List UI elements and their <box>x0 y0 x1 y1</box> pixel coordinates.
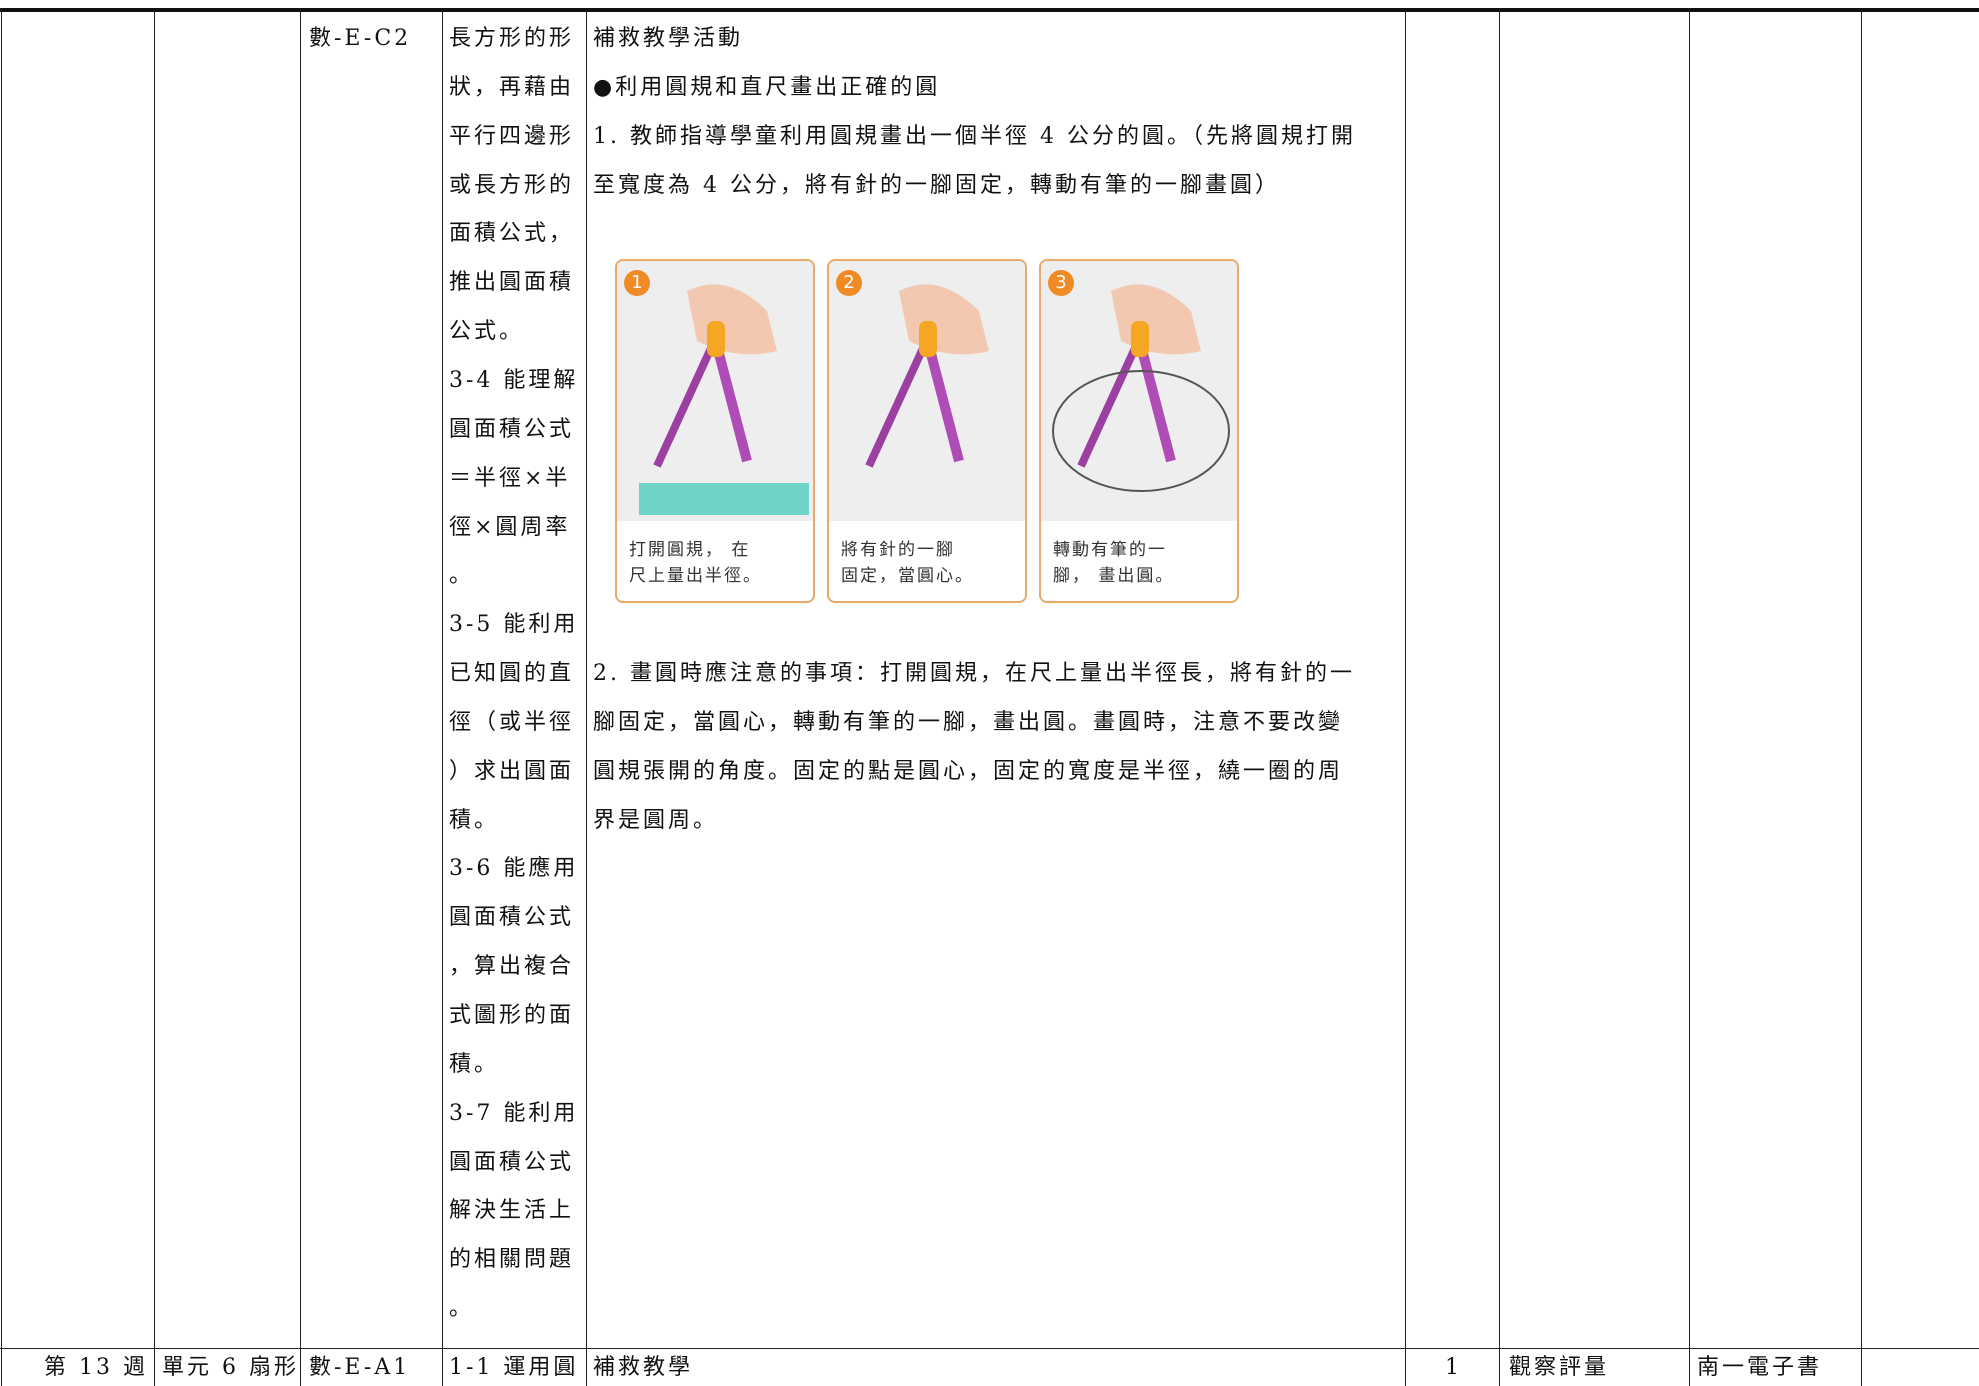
objective-line: 圓面積公式 <box>449 1149 575 1175</box>
col-line <box>1861 10 1862 1386</box>
col-line <box>1 10 2 1386</box>
panel-number: 1 <box>631 272 643 293</box>
objective-line: 積。 <box>449 807 500 833</box>
objective-line: 式圖形的面 <box>449 1003 575 1028</box>
objective-line: ，算出複合 <box>449 954 575 980</box>
objective-line: ＝半徑×半 <box>449 465 571 491</box>
activity-line: 補救教學活動 <box>593 26 744 51</box>
objective-line: 長方形的形 <box>449 26 575 51</box>
col-line <box>1689 10 1690 1386</box>
objective-line: 徑×圓周率 <box>449 514 571 540</box>
activity-line: 至寬度為 4 公分，將有針的一腳固定，轉動有筆的一腳畫圓） <box>593 172 1280 198</box>
col-line <box>154 10 155 1386</box>
illustration <box>617 261 813 521</box>
panel-caption: 尺上量出半徑。 <box>629 566 762 586</box>
activity: 補救教學 <box>593 1355 694 1380</box>
objective-line: 。 <box>449 563 475 589</box>
figure: 1 打開圓規， 在尺上量出半徑。 2 將有針的一腳 固定，當圓心。 3 轉動有筆的一 腳， 畫… <box>615 259 1245 603</box>
objective-line: 3-5 能利用 <box>449 612 579 638</box>
objective-line: 公式。 <box>449 319 525 345</box>
objective-line: 圓面積公式 <box>449 416 575 442</box>
activity-line: 圓規張開的角度。固定的點是圓心，固定的寬度是半徑，繞一圈的周 <box>593 758 1344 784</box>
col-line <box>300 10 301 1386</box>
panel-caption: 轉動有筆的一 <box>1053 540 1167 560</box>
objective-line: 徑（或半徑 <box>449 709 575 735</box>
panel-caption: 固定，當圓心。 <box>841 566 974 586</box>
objective-line: 。 <box>449 1296 475 1322</box>
illustration <box>1041 261 1237 521</box>
objective-line: 已知圓的直 <box>449 661 575 687</box>
objective-line: 積。 <box>449 1051 500 1077</box>
figure-panel: 1 打開圓規， 在尺上量出半徑。 <box>615 259 815 603</box>
competency-code: 數-E-A1 <box>309 1355 411 1380</box>
objective-line: ）求出圓面 <box>449 758 575 784</box>
activity-line: 2. 畫圓時應注意的事項：打開圓規，在尺上量出半徑長，將有針的一 <box>593 661 1355 687</box>
objective-line: 面積公式， <box>449 221 575 247</box>
panel-number: 3 <box>1055 272 1067 293</box>
resource: 南一電子書 <box>1697 1355 1823 1380</box>
panel-caption: 打開圓規， 在 <box>629 540 751 560</box>
objective-line: 的相關問題 <box>449 1247 575 1273</box>
objective-line: 3-6 能應用 <box>449 856 579 882</box>
objective-line: 或長方形的 <box>449 172 575 198</box>
col-line <box>442 10 443 1386</box>
activity-line: 界是圓周。 <box>593 807 719 833</box>
panel-caption: 將有針的一腳 <box>841 540 955 560</box>
figure-panel: 3 轉動有筆的一 腳， 畫出圓。 <box>1039 259 1239 603</box>
activity-line: 腳固定，當圓心，轉動有筆的一腳，畫出圓。畫圓時，注意不要改變 <box>593 709 1344 735</box>
top-border <box>0 8 1979 12</box>
objective-line: 解決生活上 <box>449 1198 575 1224</box>
competency-code: 數-E-C2 <box>309 26 412 51</box>
week: 第 13 週 <box>44 1355 148 1380</box>
unit: 單元 6 扇形 <box>162 1355 299 1380</box>
objective-line: 圓面積公式 <box>449 905 575 931</box>
activity-line: ●利用圓規和直尺畫出正確的圓 <box>593 74 941 100</box>
activity-line: 1. 教師指導學童利用圓規畫出一個半徑 4 公分的圓。（先將圓規打開 <box>593 123 1356 149</box>
objective-line: 3-7 能利用 <box>449 1100 579 1126</box>
row-divider <box>0 1348 1979 1349</box>
objective-line: 推出圓面積 <box>449 270 575 296</box>
objective-line: 3-4 能理解 <box>449 367 579 393</box>
panel-caption: 腳， 畫出圓。 <box>1053 566 1175 586</box>
col-line <box>1405 10 1406 1386</box>
col-line <box>1499 10 1500 1386</box>
col-line <box>586 10 587 1386</box>
figure-panel: 2 將有針的一腳 固定，當圓心。 <box>827 259 1027 603</box>
objective-line: 狀，再藉由 <box>449 74 575 100</box>
objective-line: 平行四邊形 <box>449 123 575 149</box>
illustration <box>829 261 1025 521</box>
objective-line: 1-1 運用圓 <box>449 1355 579 1380</box>
periods: 1 <box>1445 1355 1462 1380</box>
assessment: 觀察評量 <box>1509 1355 1610 1380</box>
panel-number: 2 <box>843 272 855 293</box>
